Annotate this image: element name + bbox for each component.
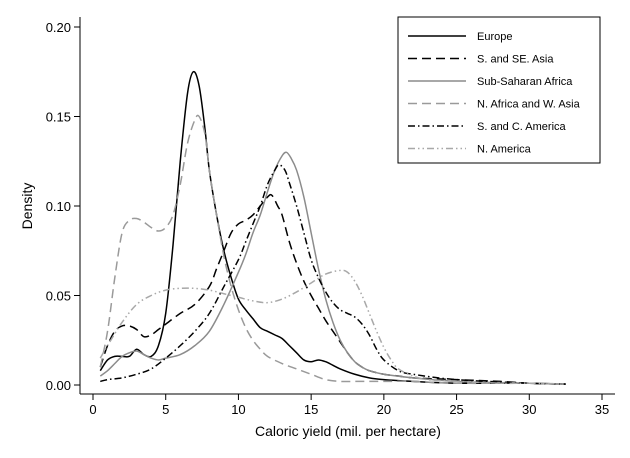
x-tick-label: 15 bbox=[304, 402, 318, 417]
legend-label: Sub-Saharan Africa bbox=[477, 76, 573, 88]
legend-label: S. and SE. Asia bbox=[477, 54, 554, 66]
y-tick-label: 0.05 bbox=[46, 289, 71, 304]
legend-box bbox=[397, 16, 601, 164]
series-line-europe bbox=[99, 70, 566, 385]
legend: Europe S. and SE. Asia Sub-Saharan Africa N… bbox=[397, 16, 601, 164]
y-tick-label: 0.00 bbox=[46, 378, 71, 393]
series-line-n-africa-and-w-asia bbox=[99, 114, 566, 385]
legend-label: N. Africa and W. Asia bbox=[477, 99, 581, 111]
x-tick-label: 30 bbox=[522, 402, 536, 417]
x-tick-label: 25 bbox=[449, 402, 463, 417]
x-axis-label: Caloric yield (mil. per hectare) bbox=[255, 423, 441, 439]
x-tick-label: 0 bbox=[89, 402, 96, 417]
legend-label: Europe bbox=[477, 31, 512, 43]
series-layer bbox=[99, 70, 566, 385]
legend-items: Europe S. and SE. Asia Sub-Saharan Africa N… bbox=[408, 31, 581, 156]
series-line-s-and-c-america bbox=[100, 164, 566, 385]
x-tick-label: 35 bbox=[595, 402, 609, 417]
x-tick-label: 5 bbox=[162, 402, 169, 417]
y-tick-label: 0.20 bbox=[46, 20, 71, 35]
y-tick-label: 0.15 bbox=[46, 110, 71, 125]
legend-label: N. America bbox=[477, 144, 532, 156]
series-line-n-america bbox=[99, 269, 566, 385]
legend-label: S. and C. America bbox=[477, 121, 567, 133]
x-tick-label: 20 bbox=[377, 402, 391, 417]
x-tick-label: 10 bbox=[231, 402, 245, 417]
axes: 0 5 10 15 20 25 30 35 0.00 0.05 0.10 0.15 0.20 bbox=[46, 17, 615, 417]
y-axis-label: Density bbox=[19, 183, 35, 230]
y-tick-label: 0.10 bbox=[46, 199, 71, 214]
